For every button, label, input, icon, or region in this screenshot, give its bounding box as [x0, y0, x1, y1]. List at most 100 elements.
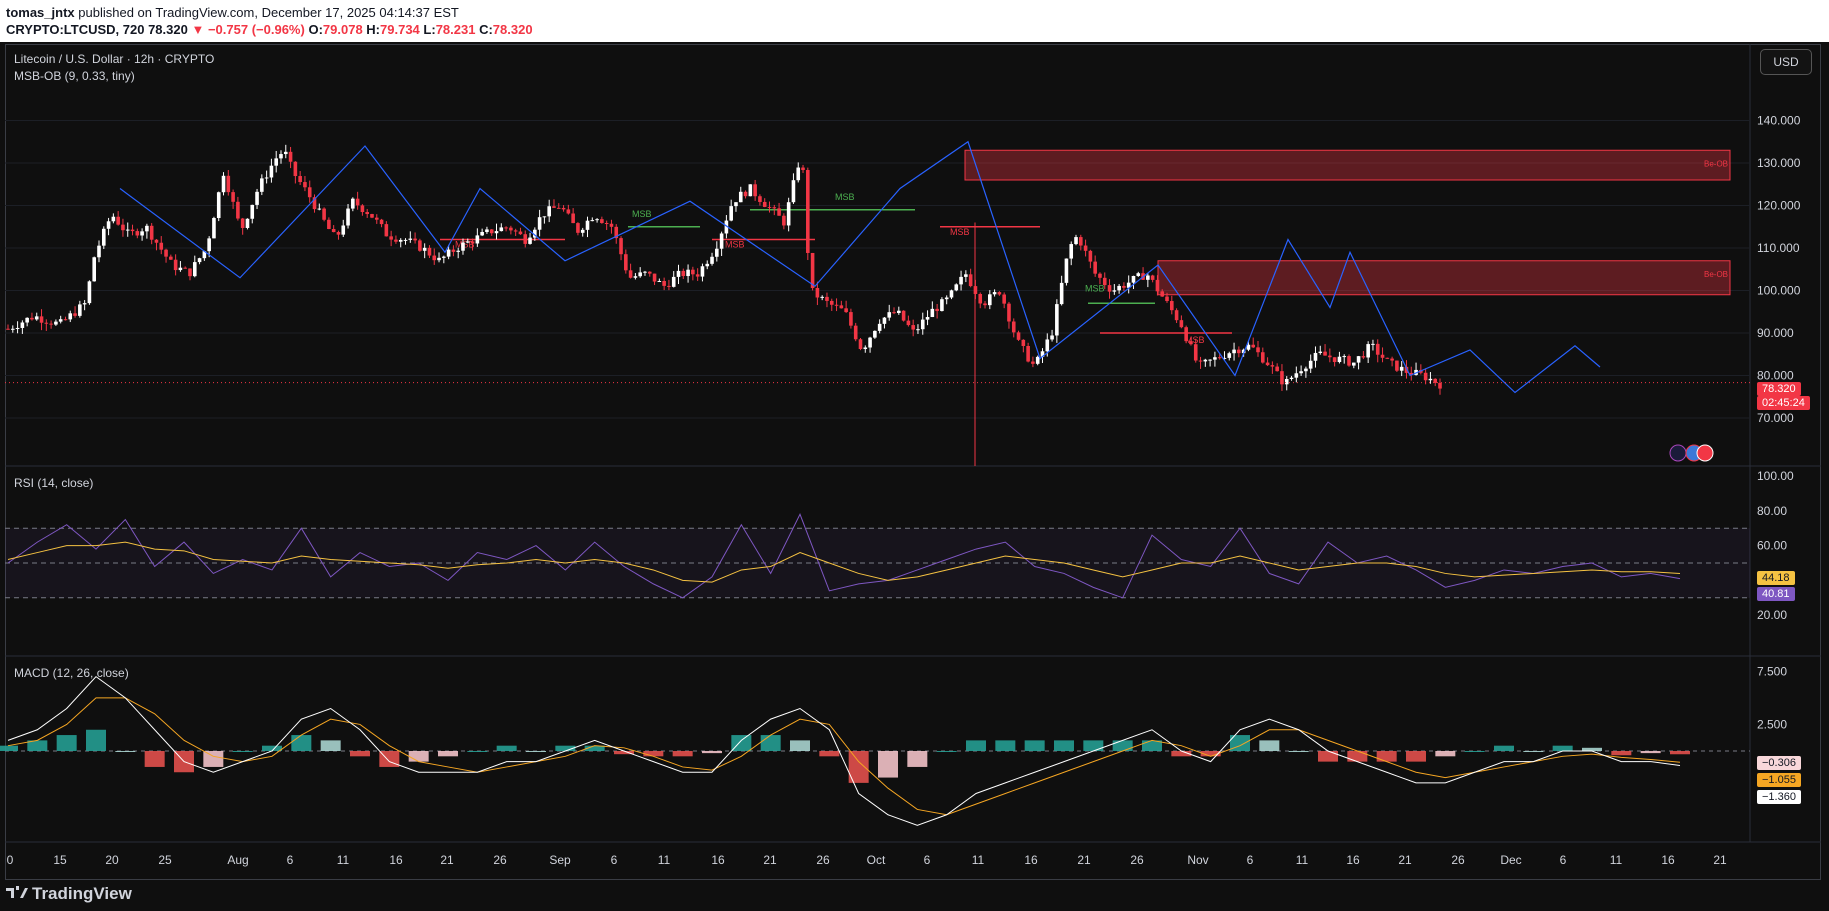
candle-body — [566, 209, 571, 214]
x-tick-label: 26 — [493, 853, 507, 867]
candle-body — [628, 270, 633, 278]
candle-body — [1304, 368, 1308, 372]
candle-body — [604, 222, 609, 224]
x-tick-label: 16 — [1024, 853, 1038, 867]
y-tick-label: 80.000 — [1757, 369, 1794, 383]
candle-body — [1069, 244, 1074, 259]
publish-line: tomas_jntx published on TradingView.com,… — [6, 5, 459, 20]
candle-body — [1227, 353, 1232, 358]
macd-histogram-bar — [702, 751, 722, 754]
candle-body — [786, 202, 791, 226]
candle-body — [887, 312, 892, 318]
macd-tick-label: 7.500 — [1757, 664, 1787, 678]
currency-button[interactable]: USD — [1760, 49, 1812, 75]
rsi-tick-label: 60.00 — [1757, 539, 1787, 553]
macd-histogram-bar — [1083, 740, 1104, 751]
macd-histogram-bar — [144, 751, 165, 767]
candle-body — [686, 269, 690, 277]
x-tick-label: 6 — [1247, 853, 1254, 867]
candle-body — [58, 319, 63, 322]
candle-body — [465, 241, 470, 243]
candle-body — [954, 284, 959, 291]
candle-body — [810, 252, 815, 289]
zigzag-line — [119, 140, 1601, 394]
candle-body — [964, 274, 968, 277]
candle-body — [1399, 366, 1404, 371]
y-tick-label: 130.000 — [1757, 156, 1801, 170]
candle-body — [101, 228, 106, 246]
candle-body — [1217, 357, 1222, 359]
macd-histogram-bar — [496, 745, 517, 751]
x-tick-label: 11 — [1610, 853, 1623, 867]
candle-body — [389, 236, 393, 240]
macd-line-badge: −1.360 — [1757, 790, 1801, 804]
candle-body — [552, 206, 556, 208]
candle-body — [916, 329, 920, 331]
macd-histogram-bar — [614, 751, 634, 755]
candle-body — [303, 182, 307, 188]
macd-histogram-bar — [1406, 751, 1426, 762]
macd-pane-title[interactable]: MACD (12, 26, close) — [14, 666, 129, 680]
publisher-name[interactable]: tomas_jntx — [6, 5, 75, 20]
tradingview-logo[interactable]: TradingView — [6, 884, 132, 904]
candle-body — [1332, 357, 1337, 363]
candle-body — [279, 154, 283, 159]
macd-histogram-bar — [1112, 740, 1133, 751]
candle-body — [1165, 296, 1169, 302]
candle-body — [820, 296, 824, 298]
candle-body — [322, 208, 326, 220]
candle-body — [1107, 285, 1112, 292]
macd-histogram-bar — [1142, 740, 1162, 751]
candle-body — [456, 250, 460, 252]
candle-body — [978, 293, 983, 304]
candle-body — [762, 201, 767, 207]
candle-body — [772, 207, 777, 209]
candle-body — [901, 310, 906, 321]
candle-body — [513, 230, 518, 232]
candle-body — [34, 316, 39, 320]
candle-body — [518, 231, 523, 235]
macd-histogram-bar — [203, 751, 224, 767]
candle-body — [1380, 354, 1385, 358]
candle-body — [758, 196, 762, 202]
candle-body — [480, 232, 484, 236]
candle-body — [542, 216, 547, 218]
candle-body — [413, 238, 417, 241]
candle-body — [164, 249, 168, 257]
macd-histogram-bar — [1435, 751, 1456, 757]
macd-histogram-bar — [0, 745, 18, 751]
candle-body — [1007, 303, 1011, 322]
candle-body — [547, 206, 551, 217]
candle-body — [1232, 349, 1236, 354]
candle-body — [398, 239, 403, 242]
lightning-icon — [1669, 444, 1687, 462]
chart-frame — [5, 44, 1821, 880]
publish-header: tomas_jntx published on TradingView.com,… — [0, 0, 1829, 42]
candle-body — [1323, 351, 1327, 356]
candle-body — [1059, 282, 1064, 305]
candle-body — [1150, 275, 1155, 280]
candle-body — [1409, 372, 1414, 375]
candle-body — [944, 297, 949, 300]
rsi-pane-title[interactable]: RSI (14, close) — [14, 476, 94, 490]
candle-body — [868, 337, 872, 348]
macd-histogram-bar — [1552, 745, 1573, 751]
x-tick-label: 26 — [1451, 853, 1465, 867]
candle-body — [169, 256, 173, 260]
macd-histogram-bar — [1640, 751, 1661, 754]
candle-body — [240, 218, 245, 228]
macd-histogram-bar — [672, 751, 693, 757]
x-tick-label: Nov — [1187, 853, 1208, 867]
rsi-tick-label: 80.00 — [1757, 504, 1787, 518]
candle-body — [202, 251, 207, 259]
indicator-title[interactable]: MSB-OB (9, 0.33, tiny) — [14, 69, 135, 83]
candle-body — [427, 247, 432, 256]
x-tick-label: 25 — [158, 853, 172, 867]
candle-body — [662, 280, 666, 286]
candle-body — [336, 232, 341, 235]
candle-body — [432, 255, 437, 261]
x-tick-label: 16 — [1346, 853, 1360, 867]
candle-body — [317, 208, 322, 210]
candle-body — [30, 317, 34, 320]
